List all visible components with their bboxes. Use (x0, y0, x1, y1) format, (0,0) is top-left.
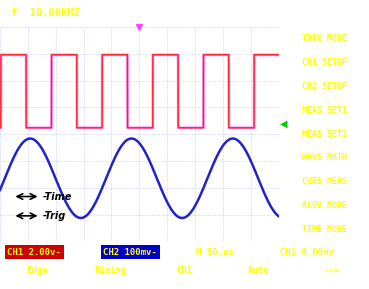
Text: TIME MODE: TIME MODE (302, 225, 347, 234)
Text: Slope: Slope (98, 277, 123, 287)
Text: ◀: ◀ (280, 118, 287, 129)
Text: CH1 0.00mv: CH1 0.00mv (280, 247, 334, 257)
Text: ACQU MODE: ACQU MODE (302, 201, 347, 210)
Text: -Trig: -Trig (43, 211, 66, 221)
Text: Trig'd: Trig'd (322, 8, 359, 18)
Text: MEAS SET2: MEAS SET2 (302, 129, 347, 139)
Text: Rising: Rising (94, 266, 127, 275)
Text: CH1 2.00v-: CH1 2.00v- (7, 247, 61, 257)
Text: Source: Source (169, 277, 200, 287)
Text: Trig mode: Trig mode (236, 277, 281, 287)
Text: M 50.us: M 50.us (196, 247, 233, 257)
Text: CURS MEAS: CURS MEAS (302, 177, 347, 186)
Text: CH1 SETUP: CH1 SETUP (302, 58, 347, 67)
Text: f  10.00KHZ: f 10.00KHZ (11, 8, 80, 18)
Text: -Time: -Time (43, 192, 73, 201)
Text: M 20.00us: M 20.00us (259, 8, 315, 18)
Text: TRIG MODE: TRIG MODE (302, 34, 347, 43)
Text: Trig mode: Trig mode (14, 277, 59, 287)
Text: WAVE MATH: WAVE MATH (302, 153, 347, 162)
Text: MEAS SET1: MEAS SET1 (302, 106, 347, 115)
Text: CH2 SETUP: CH2 SETUP (302, 82, 347, 91)
Text: 1/2: 1/2 (325, 277, 339, 287)
Text: -->: --> (324, 266, 340, 275)
Text: CH1: CH1 (176, 266, 193, 275)
Text: CH2 100mv-: CH2 100mv- (103, 247, 157, 257)
Text: Auto: Auto (248, 266, 269, 275)
Text: Edge: Edge (26, 266, 48, 275)
Text: Vp 208.0mv: Vp 208.0mv (146, 8, 208, 18)
